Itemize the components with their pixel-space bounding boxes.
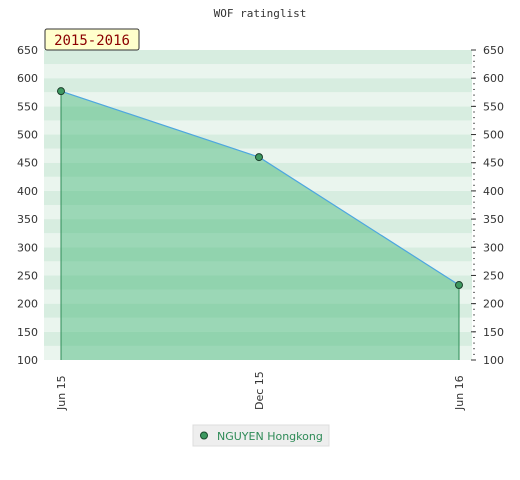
grid-band	[44, 275, 472, 290]
y-tick-label-right: 500	[483, 129, 504, 142]
series-area	[61, 91, 459, 361]
x-tick-label: Dec 15	[253, 371, 266, 410]
grid-band	[44, 219, 472, 234]
grid-band	[44, 247, 472, 262]
y-tick-label-right: 350	[483, 213, 504, 226]
legend-label: NGUYEN Hongkong	[217, 430, 323, 443]
grid-band	[44, 64, 472, 79]
grid-band	[44, 331, 472, 346]
y-tick-label-left: 350	[17, 213, 38, 226]
data-point	[255, 153, 263, 162]
y-tick-label-left: 600	[17, 72, 38, 85]
y-tick-label-right: 300	[483, 241, 504, 254]
grid-band	[44, 261, 472, 276]
right-minor-ticks	[473, 49, 475, 361]
y-tick-label-right: 450	[483, 157, 504, 170]
grid-band	[44, 106, 472, 121]
x-axis: Jun 15 Dec 15 Jun 16	[55, 371, 466, 411]
grid-band	[44, 134, 472, 149]
data-point	[455, 281, 463, 290]
y-tick-label-left: 550	[17, 100, 38, 113]
grid-band	[44, 50, 472, 65]
y-tick-label-left: 450	[17, 157, 38, 170]
legend-marker	[200, 431, 208, 440]
grid-band	[44, 120, 472, 135]
grid-band	[44, 303, 472, 318]
grid-band	[44, 233, 472, 248]
y-tick-label-left: 100	[17, 354, 38, 367]
grid-band	[44, 190, 472, 205]
y-tick-label-right: 600	[483, 72, 504, 85]
right-axis: 100 150 200 250 300 350 400 450 500 550 600 650	[471, 44, 504, 367]
legend[interactable]: NGUYEN Hongkong	[192, 424, 330, 447]
y-tick-label-left: 150	[17, 326, 38, 339]
grid-band	[44, 317, 472, 332]
grid-band	[44, 205, 472, 220]
grid-band	[44, 345, 472, 360]
y-tick-label-right: 250	[483, 269, 504, 282]
y-tick-label-right: 100	[483, 354, 504, 367]
y-tick-label-left: 400	[17, 185, 38, 198]
y-tick-label-left: 200	[17, 298, 38, 311]
y-tick-label-left: 650	[17, 44, 38, 57]
season-label: 2015-2016	[54, 33, 130, 49]
x-tick-label: Jun 15	[55, 375, 68, 411]
y-tick-label-left: 500	[17, 129, 38, 142]
y-tick-label-left: 300	[17, 241, 38, 254]
y-tick-label-right: 550	[483, 100, 504, 113]
grid-band	[44, 162, 472, 177]
background-bands	[44, 50, 472, 360]
season-badge: 2015-2016	[44, 28, 140, 51]
x-tick-label: Jun 16	[453, 375, 466, 411]
y-tick-label-left: 250	[17, 269, 38, 282]
y-tick-label-right: 200	[483, 298, 504, 311]
grid-band	[44, 176, 472, 191]
series-markers	[57, 87, 463, 290]
grid-band	[44, 289, 472, 304]
data-point	[57, 87, 65, 96]
y-tick-label-right: 400	[483, 185, 504, 198]
chart-title: WOF ratinglist	[214, 7, 307, 20]
left-axis: 100 150 200 250 300 350 400 450 500 550 600 650	[17, 44, 38, 367]
grid-band	[44, 92, 472, 107]
y-tick-label-right: 650	[483, 44, 504, 57]
y-tick-label-right: 150	[483, 326, 504, 339]
grid-band	[44, 78, 472, 93]
